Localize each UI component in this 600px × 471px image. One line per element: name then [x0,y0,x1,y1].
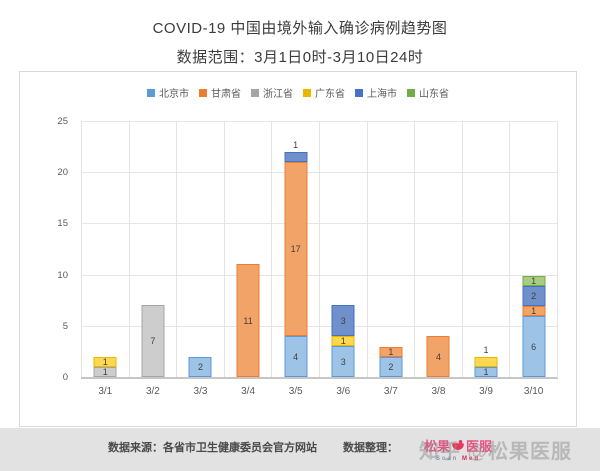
legend-item-山东省: 山东省 [407,85,449,100]
logo-text: 松果 医服 [424,436,492,455]
y-tick-label: 0 [62,372,68,383]
category-column-3/9: 1 1 3/9 [461,121,510,397]
chart-legend: 北京市 甘肃省 浙江省 广东省 上海市 山东省 [20,85,576,100]
stacked-bar-3/2: 7 [141,305,165,377]
category-column-3/3: 2 3/3 [176,121,224,397]
category-column-3/8: 4 3/8 [414,121,462,397]
legend-label: 北京市 [159,89,189,100]
bar-segment-甘肃省: 4 [426,336,450,377]
logo-text-right: 医服 [466,439,493,454]
category-column-3/4: 11 3/4 [223,121,272,397]
chart-panel: 北京市 甘肃省 浙江省 广东省 上海市 山东省 0 5 10 15 20 25 1 1 3/1 7 3/2 2… [19,71,577,427]
bar-segment-甘肃省: 17 [284,162,308,336]
logo-caption: Scan Med [435,456,480,462]
logo-text-left: 松果 [423,439,450,454]
y-tick-label: 5 [62,320,68,332]
x-axis-label: 3/10 [523,386,544,397]
legend-label: 浙江省 [263,89,293,100]
x-axis-label: 3/5 [288,386,303,397]
legend-label: 山东省 [419,89,449,100]
legend-swatch [303,88,311,97]
y-tick-label: 15 [57,218,68,230]
x-axis-label: 3/1 [98,386,113,397]
x-axis-label: 3/7 [383,386,398,397]
segment-label-above: 1 [483,345,489,355]
bar-segment-北京市: 1 [474,367,498,377]
y-tick-label: 10 [57,269,68,281]
y-tick-label: 20 [57,167,68,179]
bar-segment-北京市: 4 [284,336,308,377]
bar-segment-甘肃省: 11 [236,264,260,377]
category-column-3/2: 7 3/2 [128,121,177,397]
legend-swatch [199,88,207,97]
category-column-3/6: 3 1 3 3/6 [318,121,367,397]
bar-segment-北京市: 6 [522,316,546,377]
legend-item-甘肃省: 甘肃省 [199,85,241,100]
data-source-text: 数据来源：各省市卫生健康委员会官方网站 [107,442,317,454]
legend-label: 上海市 [367,89,397,100]
x-axis-label: 3/3 [193,386,208,397]
legend-item-北京市: 北京市 [147,85,189,100]
plot-area: 1 1 3/1 7 3/2 2 3/3 11 3/4 1 4 17 3/5 3 1 3 3/6 2 1 3/7 4 3/8… [81,121,558,397]
legend-item-浙江省: 浙江省 [251,85,293,100]
category-column-3/10: 6 1 2 1 3/10 [509,121,557,397]
bar-segment-甘肃省: 1 [522,306,546,316]
stacked-bar-3/4: 11 [236,264,260,377]
legend-item-上海市: 上海市 [355,85,397,100]
stacked-bar-3/3: 2 [188,357,212,377]
legend-swatch [147,88,155,97]
legend-label: 广东省 [315,89,345,100]
bar-segment-北京市: 2 [188,357,212,377]
x-axis-label: 3/8 [431,386,446,397]
data-organizer-text: 数据整理： [342,442,398,454]
y-tick-label: 25 [57,116,68,127]
stacked-bar-3/5: 4 17 [284,152,308,377]
page-subtitle: 数据范围：3月1日0时-3月10日24时 [176,49,424,66]
bar-segment-广东省 [474,357,498,367]
bar-segment-北京市: 2 [379,357,403,377]
pot-icon [451,439,465,453]
zhihu-watermark: 知乎 @松果医服 [418,441,572,463]
bar-segment-广东省: 1 [331,336,355,346]
legend-swatch [355,88,363,97]
bar-segment-上海市: 2 [522,286,546,306]
bar-segment-广东省: 1 [93,357,117,367]
x-axis-label: 3/9 [479,386,493,397]
x-axis-label: 3/6 [336,386,351,397]
legend-item-广东省: 广东省 [303,85,345,100]
page-title: COVID-19 中国由境外输入确诊病例趋势图 [152,20,448,37]
bar-segment-上海市: 3 [331,305,355,336]
footer: 数据来源：各省市卫生健康委员会官方网站 数据整理： 松果 医服 Scan Med… [0,428,600,471]
y-axis: 0 5 10 15 20 25 [26,116,74,383]
bar-segment-甘肃省: 1 [379,347,403,357]
category-column-3/7: 2 1 3/7 [366,121,415,397]
legend-swatch [407,88,415,97]
category-column-3/5: 1 4 17 3/5 [271,121,319,397]
bar-segment-山东省: 1 [522,276,546,286]
songguo-logo: 松果 医服 Scan Med [424,436,492,462]
bar-segment-上海市 [284,152,308,162]
stacked-bar-3/9: 1 [474,357,498,377]
footer-row: 数据来源：各省市卫生健康委员会官方网站 数据整理： 松果 医服 Scan Med [0,428,600,462]
bar-segment-北京市: 3 [331,346,355,377]
x-axis-label: 3/2 [145,386,160,397]
bar-segment-浙江省: 7 [141,305,165,377]
x-axis-label: 3/4 [241,386,256,397]
bar-segment-浙江省: 1 [93,367,117,377]
category-column-3/1: 1 1 3/1 [81,121,129,397]
stacked-bar-3/8: 4 [426,336,450,377]
legend-label: 甘肃省 [211,89,241,100]
segment-label-above: 1 [293,140,299,150]
legend-swatch [251,88,259,97]
